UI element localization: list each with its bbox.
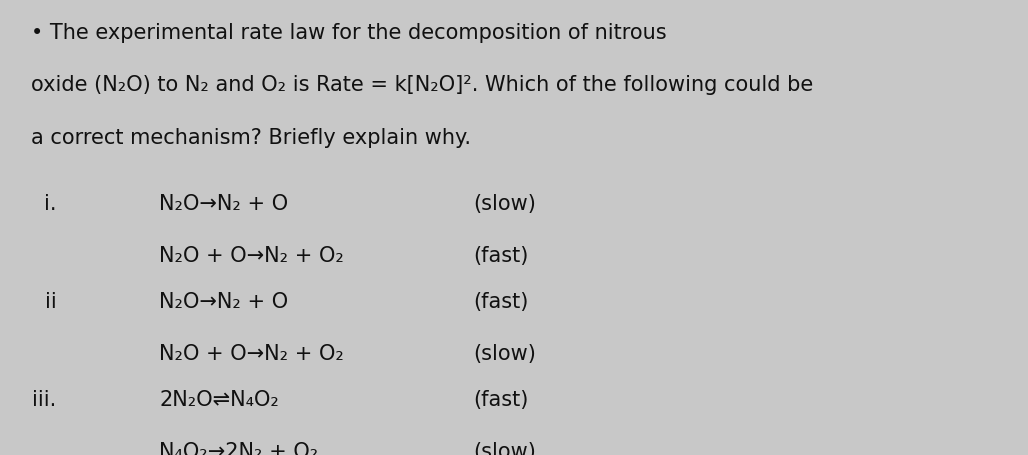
Text: iii.: iii. xyxy=(32,389,57,409)
Text: (slow): (slow) xyxy=(473,344,536,364)
Text: N₄O₂→2N₂ + O₂: N₄O₂→2N₂ + O₂ xyxy=(159,441,319,455)
Text: ii: ii xyxy=(45,291,57,311)
Text: i.: i. xyxy=(44,193,57,213)
Text: (slow): (slow) xyxy=(473,441,536,455)
Text: (fast): (fast) xyxy=(473,389,528,409)
Text: N₂O + O→N₂ + O₂: N₂O + O→N₂ + O₂ xyxy=(159,344,344,364)
Text: N₂O + O→N₂ + O₂: N₂O + O→N₂ + O₂ xyxy=(159,246,344,266)
Text: • The experimental rate law for the decomposition of nitrous: • The experimental rate law for the deco… xyxy=(31,23,666,43)
Text: a correct mechanism? Briefly explain why.: a correct mechanism? Briefly explain why… xyxy=(31,127,471,147)
Text: (fast): (fast) xyxy=(473,291,528,311)
Text: 2N₂O⇌N₄O₂: 2N₂O⇌N₄O₂ xyxy=(159,389,280,409)
Text: (slow): (slow) xyxy=(473,193,536,213)
Text: N₂O→N₂ + O: N₂O→N₂ + O xyxy=(159,193,289,213)
Text: (fast): (fast) xyxy=(473,246,528,266)
Text: oxide (N₂O) to N₂ and O₂ is Rate = k[N₂O]². Which of the following could be: oxide (N₂O) to N₂ and O₂ is Rate = k[N₂O… xyxy=(31,75,813,95)
Text: N₂O→N₂ + O: N₂O→N₂ + O xyxy=(159,291,289,311)
